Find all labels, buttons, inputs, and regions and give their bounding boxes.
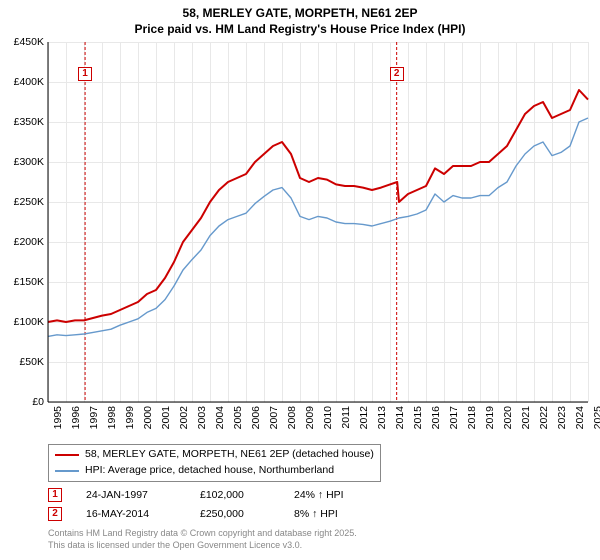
y-tick-label: £350K <box>14 116 44 128</box>
y-tick-label: £0 <box>32 396 44 408</box>
sale-row: 1 24-JAN-1997 £102,000 24% ↑ HPI <box>48 486 374 505</box>
sale-row: 2 16-MAY-2014 £250,000 8% ↑ HPI <box>48 505 374 524</box>
legend: 58, MERLEY GATE, MORPETH, NE61 2EP (deta… <box>48 444 381 482</box>
x-tick-label: 2009 <box>304 406 316 429</box>
sales-table: 1 24-JAN-1997 £102,000 24% ↑ HPI 2 16-MAY-201… <box>48 486 374 524</box>
sale-row-marker: 2 <box>48 507 62 521</box>
x-axis: 1995 1996 1997 1998 1999 2000 2001 2002 2003 2004… <box>48 404 588 438</box>
footer-line-1: Contains HM Land Registry data © Crown c… <box>48 528 357 540</box>
x-tick-label: 2024 <box>574 406 586 429</box>
sale-hpi: 24% ↑ HPI <box>294 486 374 505</box>
chart-title: 58, MERLEY GATE, MORPETH, NE61 2EP Price… <box>0 0 600 37</box>
legend-item: 58, MERLEY GATE, MORPETH, NE61 2EP (deta… <box>55 447 374 463</box>
x-tick-label: 2010 <box>322 406 334 429</box>
x-tick-label: 2013 <box>376 406 388 429</box>
sale-date: 16-MAY-2014 <box>86 505 176 524</box>
sale-date: 24-JAN-1997 <box>86 486 176 505</box>
y-tick-label: £200K <box>14 236 44 248</box>
chart-container: 58, MERLEY GATE, MORPETH, NE61 2EP Price… <box>0 0 600 560</box>
x-tick-label: 2021 <box>520 406 532 429</box>
series-line <box>48 90 588 322</box>
sale-price: £102,000 <box>200 486 270 505</box>
x-tick-label: 1996 <box>70 406 82 429</box>
x-tick-label: 2000 <box>142 406 154 429</box>
x-tick-label: 2003 <box>196 406 208 429</box>
sale-marker-box: 2 <box>390 67 404 81</box>
y-tick-label: £250K <box>14 196 44 208</box>
x-tick-label: 2008 <box>286 406 298 429</box>
x-tick-label: 1997 <box>88 406 100 429</box>
legend-swatch <box>55 470 79 472</box>
x-tick-label: 2020 <box>502 406 514 429</box>
x-tick-label: 2005 <box>232 406 244 429</box>
y-tick-label: £450K <box>14 36 44 48</box>
x-tick-label: 1998 <box>106 406 118 429</box>
legend-label: HPI: Average price, detached house, Nort… <box>85 463 334 479</box>
x-tick-label: 2006 <box>250 406 262 429</box>
y-tick-label: £100K <box>14 316 44 328</box>
x-tick-label: 2002 <box>178 406 190 429</box>
x-tick-label: 1995 <box>52 406 64 429</box>
x-tick-label: 2019 <box>484 406 496 429</box>
x-tick-label: 2023 <box>556 406 568 429</box>
gridline-v <box>588 42 589 402</box>
x-tick-label: 2015 <box>412 406 424 429</box>
sale-row-marker: 1 <box>48 488 62 502</box>
x-tick-label: 2001 <box>160 406 172 429</box>
y-tick-label: £150K <box>14 276 44 288</box>
sale-marker-box: 1 <box>78 67 92 81</box>
legend-label: 58, MERLEY GATE, MORPETH, NE61 2EP (deta… <box>85 447 374 463</box>
x-tick-label: 2022 <box>538 406 550 429</box>
footer-line-2: This data is licensed under the Open Gov… <box>48 540 357 552</box>
y-tick-label: £300K <box>14 156 44 168</box>
sale-hpi: 8% ↑ HPI <box>294 505 374 524</box>
x-tick-label: 1999 <box>124 406 136 429</box>
y-tick-label: £50K <box>19 356 44 368</box>
x-tick-label: 2018 <box>466 406 478 429</box>
legend-swatch <box>55 454 79 456</box>
x-tick-label: 2017 <box>448 406 460 429</box>
x-tick-label: 2004 <box>214 406 226 429</box>
legend-item: HPI: Average price, detached house, Nort… <box>55 463 374 479</box>
y-axis: £0£50K£100K£150K£200K£250K£300K£350K£400… <box>0 42 46 402</box>
x-tick-label: 2014 <box>394 406 406 429</box>
x-tick-label: 2025 <box>592 406 600 429</box>
x-tick-label: 2007 <box>268 406 280 429</box>
title-line-2: Price paid vs. HM Land Registry's House … <box>0 22 600 38</box>
series-line <box>48 118 588 336</box>
plot-area: 12 <box>48 42 588 402</box>
y-tick-label: £400K <box>14 76 44 88</box>
x-tick-label: 2011 <box>340 406 352 429</box>
title-line-1: 58, MERLEY GATE, MORPETH, NE61 2EP <box>0 6 600 22</box>
x-tick-label: 2012 <box>358 406 370 429</box>
x-tick-label: 2016 <box>430 406 442 429</box>
sale-price: £250,000 <box>200 505 270 524</box>
footer: Contains HM Land Registry data © Crown c… <box>48 528 357 551</box>
chart-svg <box>48 42 588 402</box>
